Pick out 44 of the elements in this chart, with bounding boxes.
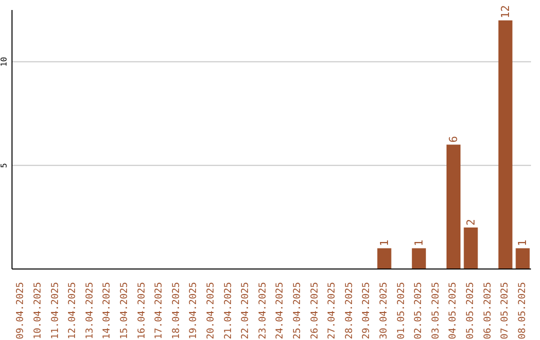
x-tick-label: 14.04.2025	[102, 282, 113, 340]
bar	[498, 20, 512, 269]
x-tick-label: 04.05.2025	[448, 282, 459, 340]
x-tick-label: 12.04.2025	[67, 282, 78, 340]
data-label: 6	[447, 136, 460, 143]
x-tick-label: 28.04.2025	[344, 282, 355, 340]
y-tick-label: 10	[0, 56, 8, 67]
data-label: 12	[498, 5, 512, 18]
x-tick-label: 26.04.2025	[309, 282, 320, 340]
data-label: 1	[516, 240, 530, 246]
bar	[412, 248, 426, 269]
x-tick-label: 13.04.2025	[84, 282, 96, 340]
data-label: 1	[378, 240, 391, 246]
bar	[446, 144, 460, 269]
data-label: 1	[412, 240, 426, 246]
x-tick-label: 21.04.2025	[222, 282, 234, 340]
x-tick-label: 15.04.2025	[118, 282, 130, 340]
x-tick-label: 07.05.2025	[500, 282, 511, 340]
x-tick-label: 11.04.2025	[50, 282, 61, 340]
x-tick-label: 19.04.2025	[188, 282, 200, 340]
x-tick-label: 05.05.2025	[464, 282, 476, 340]
x-tick-label: 01.05.2025	[396, 282, 407, 340]
bar	[464, 228, 478, 269]
bar	[516, 248, 530, 269]
bar	[377, 248, 392, 269]
x-tick-label: 25.04.2025	[292, 282, 303, 340]
x-tick-label: 08.05.2025	[516, 282, 528, 340]
x-tick-label: 06.05.2025	[482, 282, 494, 340]
y-tick-label: 5	[0, 162, 8, 168]
x-tick-label: 02.05.2025	[413, 282, 424, 340]
x-tick-label: 20.04.2025	[205, 282, 216, 340]
x-tick-label: 10.04.2025	[32, 282, 44, 340]
x-tick-label: 29.04.2025	[361, 282, 372, 340]
x-tick-label: 24.04.2025	[274, 282, 286, 340]
x-tick-label: 09.04.2025	[15, 282, 26, 340]
x-tick-label: 22.04.2025	[240, 282, 252, 340]
data-label: 2	[464, 218, 478, 226]
x-tick-label: 03.05.2025	[430, 282, 442, 340]
x-tick-label: 18.04.2025	[170, 282, 182, 340]
x-tick-label: 17.04.2025	[154, 282, 165, 340]
x-tick-label: 30.04.2025	[378, 282, 390, 340]
x-tick-label: 16.04.2025	[136, 282, 148, 340]
x-tick-label: 23.04.2025	[257, 282, 268, 340]
x-tick-label: 27.04.2025	[326, 282, 338, 340]
